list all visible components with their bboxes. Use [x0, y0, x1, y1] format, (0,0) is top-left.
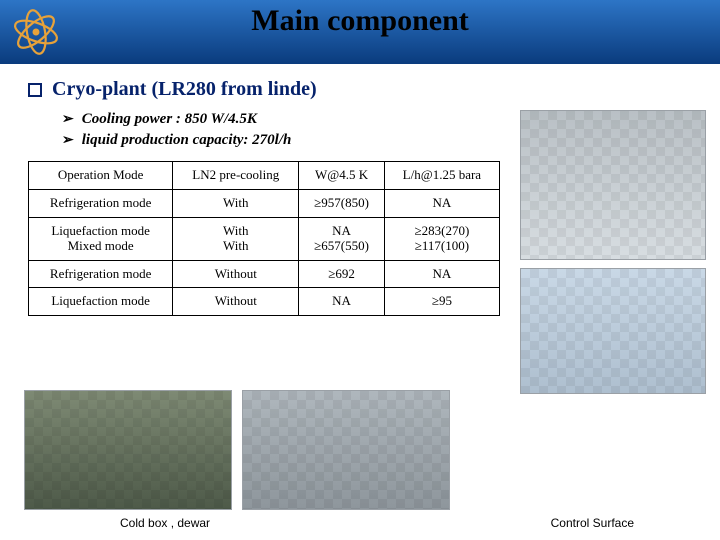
spec-table: Operation Mode LN2 pre-cooling W@4.5 K L…	[28, 161, 500, 317]
table-header-row: Operation Mode LN2 pre-cooling W@4.5 K L…	[29, 161, 500, 189]
table-cell: Refrigeration mode	[29, 189, 173, 217]
bottom-image-row	[24, 390, 450, 510]
bullet-1-text: Cooling power : 850 W/4.5K	[82, 109, 257, 129]
table-cell: NA	[299, 288, 384, 316]
table-cell: NA	[384, 260, 499, 288]
section-heading-row: Cryo-plant (LR280 from linde)	[28, 78, 700, 101]
col-3: L/h@1.25 bara	[384, 161, 499, 189]
right-image-stack	[520, 110, 706, 394]
table-cell: Liquefaction modeMixed mode	[29, 217, 173, 260]
spec-table-wrap: Operation Mode LN2 pre-cooling W@4.5 K L…	[28, 161, 500, 317]
equipment-photo-1	[520, 110, 706, 260]
caption-left: Cold box , dewar	[120, 516, 210, 530]
arrow-icon: ➢	[62, 132, 74, 151]
section-heading: Cryo-plant (LR280 from linde)	[52, 78, 317, 101]
coldbox-photo	[24, 390, 232, 510]
arrow-icon: ➢	[62, 111, 74, 130]
table-cell: Without	[173, 260, 299, 288]
table-cell: ≥283(270)≥117(100)	[384, 217, 499, 260]
table-cell: NA	[384, 189, 499, 217]
table-cell: Refrigeration mode	[29, 260, 173, 288]
col-1: LN2 pre-cooling	[173, 161, 299, 189]
table-cell: With	[173, 189, 299, 217]
dewar-photo	[242, 390, 450, 510]
control-screen-photo	[520, 268, 706, 394]
table-cell: Without	[173, 288, 299, 316]
box-bullet-icon	[28, 83, 42, 97]
table-row: Liquefaction modeWithoutNA≥95	[29, 288, 500, 316]
bullet-2-text: liquid production capacity: 270l/h	[82, 130, 292, 150]
table-cell: Liquefaction mode	[29, 288, 173, 316]
caption-right: Control Surface	[551, 516, 634, 530]
table-row: Refrigeration modeWithout≥692NA	[29, 260, 500, 288]
table-row: Refrigeration modeWith≥957(850)NA	[29, 189, 500, 217]
table-cell: ≥95	[384, 288, 499, 316]
table-row: Liquefaction modeMixed modeWithWithNA≥65…	[29, 217, 500, 260]
page-title: Main component	[0, 4, 720, 38]
header-bar: Main component	[0, 0, 720, 64]
table-cell: ≥692	[299, 260, 384, 288]
table-cell: NA≥657(550)	[299, 217, 384, 260]
table-cell: WithWith	[173, 217, 299, 260]
table-cell: ≥957(850)	[299, 189, 384, 217]
col-0: Operation Mode	[29, 161, 173, 189]
col-2: W@4.5 K	[299, 161, 384, 189]
